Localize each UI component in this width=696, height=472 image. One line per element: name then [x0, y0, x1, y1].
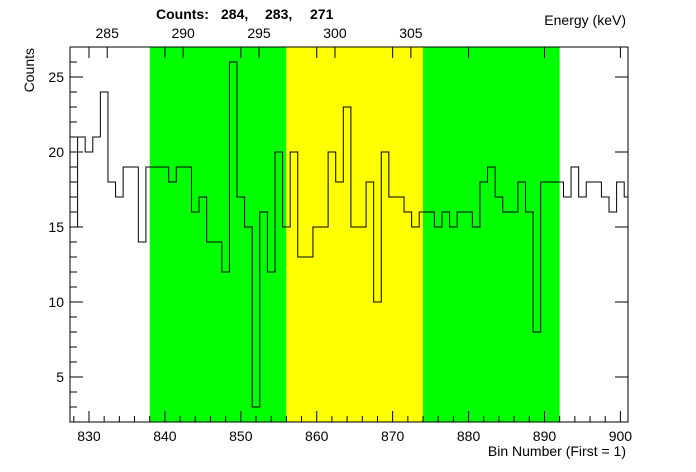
y-ticks-layer: 5 10 15 20 25 — [48, 46, 628, 423]
counts-label: Counts: — [156, 6, 209, 22]
top-tick-label: 300 — [323, 25, 347, 41]
y-tick-label: 25 — [48, 69, 64, 85]
top-tick-label: 305 — [399, 25, 423, 41]
x-tick-label: 830 — [77, 428, 101, 444]
top-tick-label: 290 — [171, 25, 195, 41]
y-tick-label: 20 — [48, 144, 64, 160]
top-tick-label: 285 — [96, 25, 120, 41]
histogram-line — [70, 61, 628, 408]
region-left-background — [149, 47, 287, 422]
y-tick-label: 5 — [56, 369, 64, 385]
counts-value-1: 284, — [221, 6, 248, 22]
x-tick-label: 900 — [609, 428, 633, 444]
regions-layer — [149, 47, 560, 422]
y-tick-label: 15 — [48, 219, 64, 235]
x-tick-label: 840 — [153, 428, 177, 444]
y-tick-label: 10 — [48, 294, 64, 310]
x-axis-title: Bin Number (First = 1) — [488, 443, 626, 459]
top-ticks-layer: 285 290 295 300 305 — [96, 25, 423, 58]
x-tick-label: 850 — [229, 428, 253, 444]
x-ticks-layer: 830 840 850 860 870 880 890 900 — [73, 47, 633, 444]
counts-value-3: 271 — [310, 6, 334, 22]
y-axis-title: Counts — [21, 48, 37, 92]
x-tick-label: 860 — [305, 428, 329, 444]
top-tick-label: 295 — [247, 25, 271, 41]
counts-value-2: 283, — [265, 6, 292, 22]
plot-frame — [69, 46, 629, 423]
x-tick-label: 870 — [381, 428, 405, 444]
top-axis-title: Energy (keV) — [544, 12, 626, 28]
region-right-background — [423, 47, 560, 422]
region-peak — [286, 47, 424, 422]
x-tick-label: 880 — [457, 428, 481, 444]
x-tick-label: 890 — [533, 428, 557, 444]
